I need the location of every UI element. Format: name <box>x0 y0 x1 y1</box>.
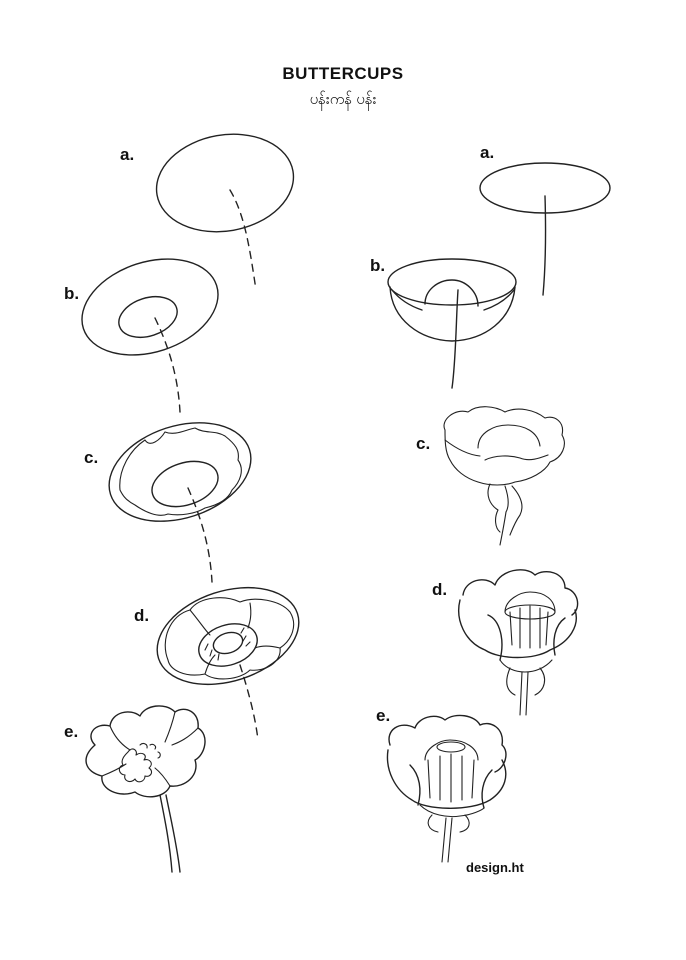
left-step-d-drawing <box>156 586 300 741</box>
right-step-label-e: e. <box>376 706 391 725</box>
right-step-label-c: c. <box>416 434 431 453</box>
left-step-e-drawing <box>85 705 206 873</box>
page-subtitle: ပန်းကန် ပန်း <box>309 91 377 108</box>
left-step-label-e: e. <box>64 722 79 741</box>
left-step-label-d: d. <box>134 606 150 625</box>
right-step-b-drawing <box>387 258 517 389</box>
right-step-a-drawing <box>479 162 611 296</box>
right-step-label-b: b. <box>370 256 386 275</box>
left-step-label-c: c. <box>84 448 99 467</box>
right-step-c-drawing <box>443 406 565 546</box>
left-step-label-b: b. <box>64 284 80 303</box>
left-step-c-drawing <box>108 422 252 583</box>
right-step-label-d: d. <box>432 580 448 599</box>
credit-text: design.ht <box>466 860 524 875</box>
left-step-label-a: a. <box>120 145 135 164</box>
right-step-label-a: a. <box>480 143 495 162</box>
right-step-d-drawing <box>458 569 579 716</box>
left-step-b-drawing <box>81 258 219 413</box>
right-step-e-drawing <box>386 714 507 863</box>
left-step-a-drawing <box>155 133 295 291</box>
page-title: BUTTERCUPS <box>282 64 404 83</box>
